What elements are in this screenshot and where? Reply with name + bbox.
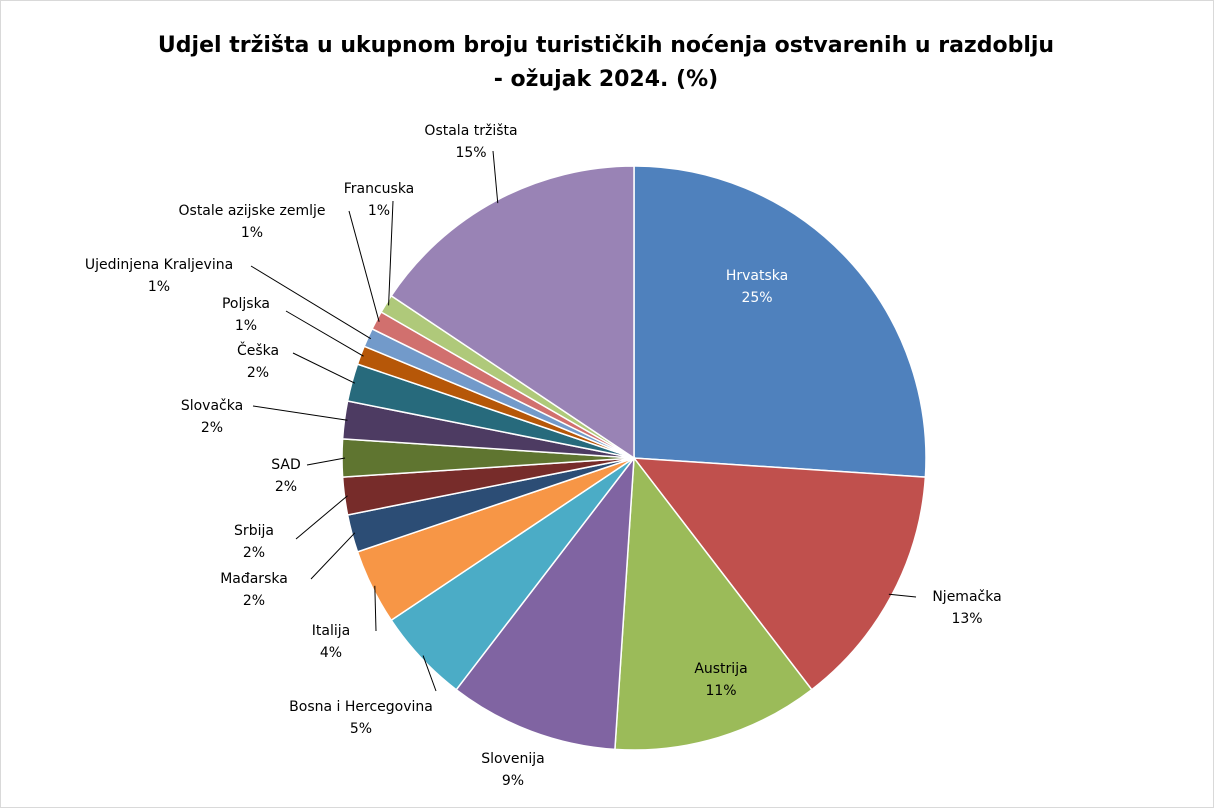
slice-label: Bosna i Hercegovina [289, 699, 433, 715]
leader-line [388, 200, 394, 306]
slice-value: 2% [247, 365, 269, 381]
slice-label: Češka [237, 341, 279, 359]
slice-label: SAD [271, 457, 301, 473]
slice-label: Hrvatska [726, 268, 788, 284]
leader-line [252, 405, 348, 421]
slice-value: 9% [502, 773, 524, 789]
slice-value: 5% [350, 721, 372, 737]
slice-value: 13% [951, 611, 982, 627]
slice-value: 11% [705, 683, 736, 699]
pie-slice [633, 165, 927, 478]
slice-value: 25% [741, 290, 772, 306]
slice-label: Slovačka [181, 398, 243, 414]
leader-line [250, 265, 372, 340]
slice-value: 2% [243, 593, 265, 609]
slice-value: 2% [243, 545, 265, 561]
slice-value: 2% [275, 479, 297, 495]
slice-value: 4% [320, 645, 342, 661]
slice-value: 1% [368, 203, 390, 219]
slice-value: 2% [201, 420, 223, 436]
leader-line [285, 310, 364, 357]
slice-label: Srbija [234, 523, 274, 539]
slice-label: Ujedinjena Kraljevina [85, 257, 233, 273]
pie-slice [614, 455, 813, 751]
slice-label: Francuska [344, 181, 415, 197]
leader-line [422, 655, 437, 692]
leader-line [492, 150, 499, 204]
slice-label: Italija [312, 623, 350, 639]
leader-line [292, 352, 356, 384]
chart-title: Udjel tržišta u ukupnom broju turistički… [157, 33, 1055, 92]
slice-value: 1% [241, 225, 263, 241]
leader-line [888, 593, 917, 598]
slice-value: 15% [455, 145, 486, 161]
leader-line [306, 457, 346, 466]
slice-label: Mađarska [220, 571, 288, 587]
leader-line [310, 532, 356, 580]
slice-label: Njemačka [932, 589, 1001, 605]
pie-slice [455, 455, 635, 751]
slice-label: Poljska [222, 296, 270, 312]
slice-value: 1% [148, 279, 170, 295]
leader-line [295, 495, 348, 540]
slice-label: Ostale azijske zemlje [179, 203, 326, 219]
slice-label: Ostala tržišta [424, 123, 517, 139]
slice-label: Austrija [694, 661, 747, 677]
pie-slice [632, 457, 927, 691]
pie-slice [390, 165, 635, 460]
leader-line [348, 210, 380, 322]
slice-label: Slovenija [481, 751, 544, 767]
leader-line [374, 585, 377, 632]
slice-value: 1% [235, 318, 257, 334]
